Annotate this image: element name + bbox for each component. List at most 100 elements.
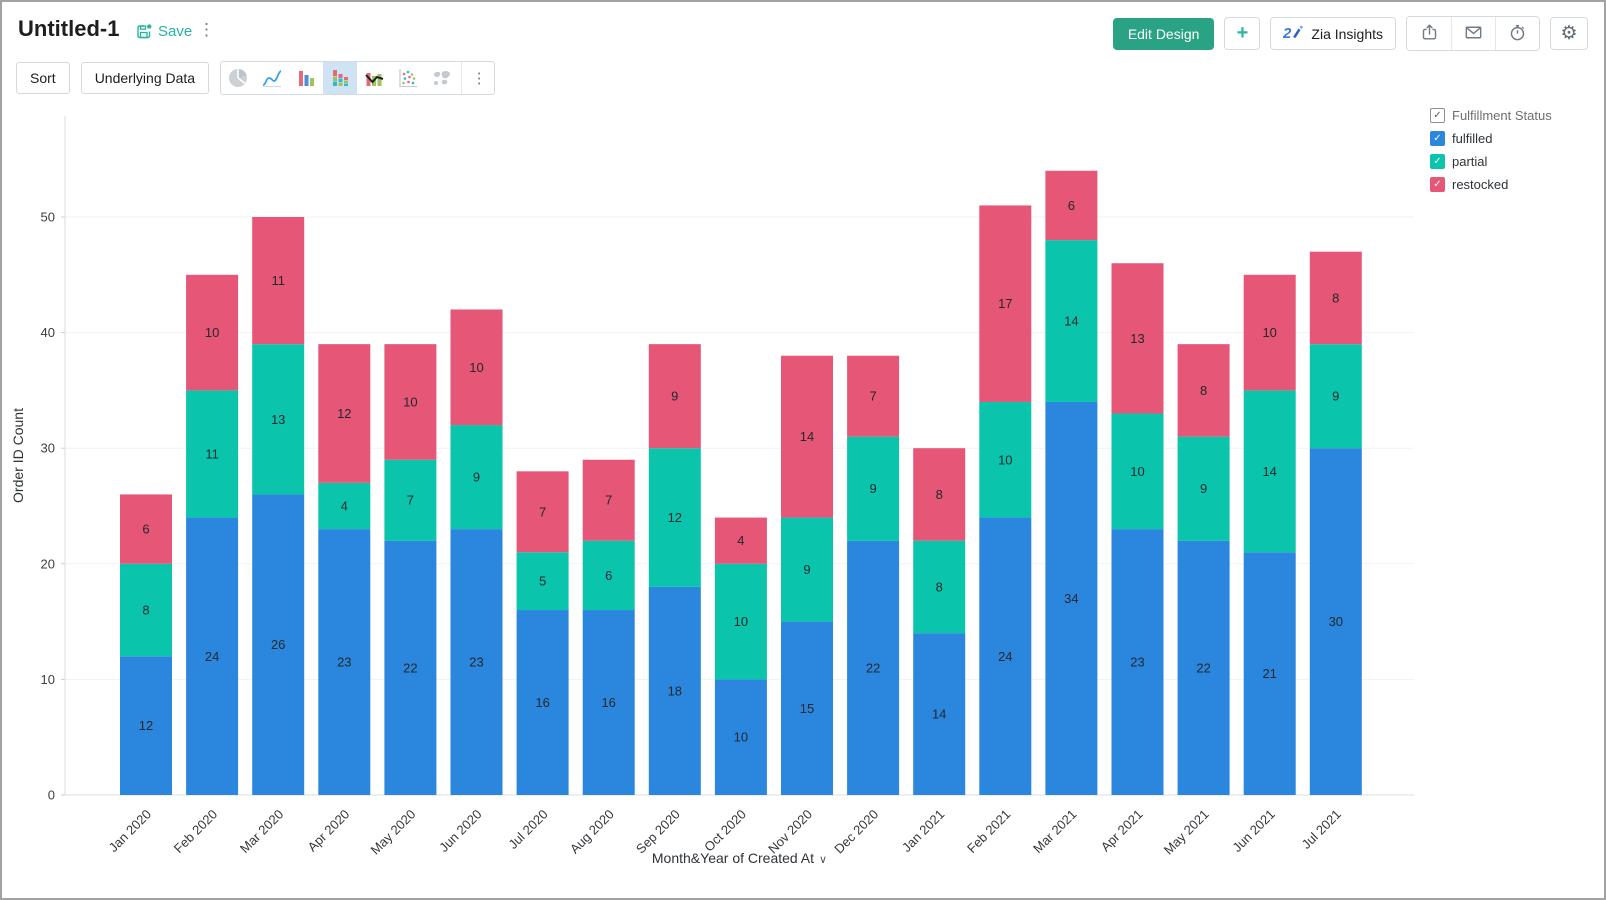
pie-chart-icon[interactable]: [221, 62, 255, 94]
bar-segment-partial[interactable]: [1111, 413, 1164, 530]
bar-segment-fulfilled[interactable]: [384, 540, 437, 795]
segment-value-label: 16: [601, 695, 615, 710]
bar-segment-fulfilled[interactable]: [1177, 540, 1230, 795]
alert-button[interactable]: [1495, 17, 1539, 50]
bar-segment-restocked[interactable]: [979, 205, 1032, 402]
y-tick-label: 40: [41, 325, 55, 340]
bar-segment-partial[interactable]: [186, 390, 239, 518]
bar-segment-fulfilled[interactable]: [1111, 529, 1164, 795]
bar-segment-partial[interactable]: [1177, 436, 1230, 541]
bar-segment-fulfilled[interactable]: [714, 679, 767, 795]
bar-segment-restocked[interactable]: [1045, 170, 1098, 241]
bar-segment-fulfilled[interactable]: [1243, 552, 1296, 795]
title-more-icon[interactable]: ⋮: [198, 20, 215, 39]
bar-segment-restocked[interactable]: [847, 355, 900, 437]
bar-segment-partial[interactable]: [582, 540, 635, 611]
bar-segment-partial[interactable]: [847, 436, 900, 541]
bar-segment-restocked[interactable]: [1243, 274, 1296, 391]
stacked-bar-chart-icon[interactable]: [323, 62, 358, 94]
x-axis-title[interactable]: Month&Year of Created At ∨: [65, 850, 1414, 866]
bar-segment-restocked[interactable]: [450, 309, 503, 426]
save-button[interactable]: Save: [135, 22, 192, 41]
bar-segment-restocked[interactable]: [714, 517, 767, 564]
bar-segment-restocked[interactable]: [1309, 251, 1362, 345]
bar-segment-restocked[interactable]: [186, 274, 239, 391]
bar-segment-fulfilled[interactable]: [516, 610, 569, 795]
legend-item-fulfilled[interactable]: ✓ fulfilled: [1430, 131, 1602, 146]
bar-segment-fulfilled[interactable]: [913, 633, 966, 795]
more-chart-types-icon[interactable]: ⋮: [471, 70, 487, 87]
save-label: Save: [158, 23, 193, 40]
bar-segment-partial[interactable]: [1309, 344, 1362, 449]
bar-segment-partial[interactable]: [1045, 240, 1098, 402]
bar-segment-restocked[interactable]: [648, 344, 701, 449]
add-button[interactable]: +: [1224, 17, 1261, 50]
bar-segment-partial[interactable]: [120, 563, 172, 657]
bar-segment-partial[interactable]: [318, 482, 371, 530]
bar-segment-partial[interactable]: [648, 448, 701, 587]
edit-design-button[interactable]: Edit Design: [1112, 17, 1215, 50]
segment-value-label: 8: [1200, 383, 1207, 398]
bar-segment-partial[interactable]: [384, 459, 437, 541]
settings-button[interactable]: ⚙: [1550, 17, 1588, 50]
segment-value-label: 9: [671, 389, 678, 404]
zia-insights-button[interactable]: 2 Zia Insights: [1270, 17, 1396, 50]
bar-segment-partial[interactable]: [913, 540, 966, 634]
bar-segment-restocked[interactable]: [384, 344, 437, 460]
segment-value-label: 7: [407, 493, 414, 508]
segment-value-label: 23: [1130, 655, 1144, 670]
legend-header[interactable]: ✓ Fulfillment Status: [1430, 108, 1602, 123]
bar-chart-icon[interactable]: [289, 62, 323, 94]
email-icon: [1463, 22, 1484, 46]
bar-segment-restocked[interactable]: [252, 217, 305, 345]
bar-segment-fulfilled[interactable]: [252, 494, 305, 795]
bar-segment-fulfilled[interactable]: [979, 517, 1032, 795]
bar-segment-partial[interactable]: [1243, 390, 1296, 553]
bar-segment-fulfilled[interactable]: [1045, 401, 1098, 795]
bar-segment-restocked[interactable]: [516, 471, 569, 553]
bar-segment-fulfilled[interactable]: [648, 586, 701, 795]
bar-segment-fulfilled[interactable]: [318, 529, 371, 795]
sort-button[interactable]: Sort: [16, 62, 70, 94]
email-button[interactable]: [1451, 17, 1495, 50]
legend-item-partial[interactable]: ✓ partial: [1430, 154, 1602, 169]
map-chart-icon[interactable]: [425, 62, 459, 94]
bar-segment-fulfilled[interactable]: [847, 540, 900, 795]
bar-segment-fulfilled[interactable]: [1309, 448, 1362, 795]
bar-segment-restocked[interactable]: [318, 344, 371, 483]
bar-segment-restocked[interactable]: [582, 459, 635, 541]
bar-segment-fulfilled[interactable]: [582, 610, 635, 795]
legend-label: partial: [1452, 154, 1488, 169]
legend-checkbox-fulfilled[interactable]: ✓: [1430, 131, 1445, 146]
legend-checkbox-partial[interactable]: ✓: [1430, 154, 1445, 169]
bar-segment-partial[interactable]: [714, 563, 767, 680]
report-title[interactable]: Untitled-1: [18, 16, 120, 41]
segment-value-label: 8: [1332, 290, 1339, 305]
bar-segment-partial[interactable]: [516, 552, 569, 611]
underlying-data-button[interactable]: Underlying Data: [80, 62, 210, 94]
bar-segment-fulfilled[interactable]: [186, 517, 239, 795]
bar-segment-restocked[interactable]: [781, 355, 833, 518]
segment-value-label: 15: [800, 701, 814, 716]
bar-segment-partial[interactable]: [979, 401, 1032, 518]
bar-segment-partial[interactable]: [450, 425, 503, 530]
bar-segment-fulfilled[interactable]: [120, 656, 172, 795]
legend-header-checkbox[interactable]: ✓: [1430, 108, 1445, 123]
bar-segment-fulfilled[interactable]: [450, 529, 503, 795]
segment-value-label: 7: [539, 504, 546, 519]
bar-segment-restocked[interactable]: [1111, 263, 1164, 414]
bar-segment-fulfilled[interactable]: [781, 621, 833, 795]
bar-segment-partial[interactable]: [252, 344, 305, 495]
legend-checkbox-restocked[interactable]: ✓: [1430, 177, 1445, 192]
segment-value-label: 23: [469, 655, 483, 670]
line-chart-icon[interactable]: [255, 62, 289, 94]
bar-segment-partial[interactable]: [781, 517, 833, 622]
export-button[interactable]: [1407, 17, 1451, 50]
scatter-chart-icon[interactable]: [391, 62, 425, 94]
bar-segment-restocked[interactable]: [913, 448, 966, 541]
combo-chart-icon[interactable]: [357, 62, 391, 94]
bar-segment-restocked[interactable]: [120, 494, 172, 564]
segment-value-label: 6: [1068, 198, 1075, 213]
legend-item-restocked[interactable]: ✓ restocked: [1430, 177, 1602, 192]
bar-segment-restocked[interactable]: [1177, 344, 1230, 437]
